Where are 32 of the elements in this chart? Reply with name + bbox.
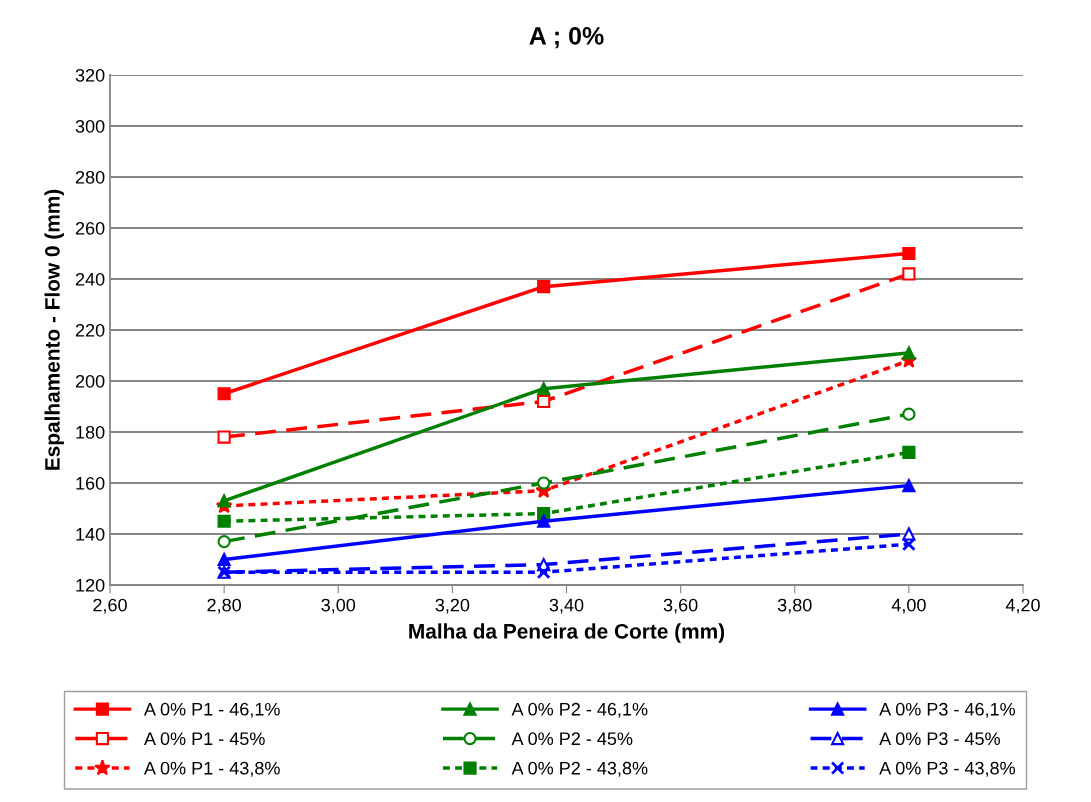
x-tick-label: 4,20: [1005, 598, 1040, 614]
y-tick-label: 240: [75, 272, 105, 286]
chart-title: A ; 0%: [529, 26, 604, 49]
legend-label: A 0% P1 - 45%: [143, 732, 265, 746]
x-tick-label: 3,00: [321, 598, 356, 614]
y-tick-label: 220: [75, 323, 105, 337]
x-tick-label: 3,40: [549, 598, 584, 614]
y-tick-label: 120: [76, 578, 105, 592]
x-tick-label: 4,00: [891, 598, 926, 614]
y-tick-label: 180: [76, 425, 105, 439]
y-tick-label: 200: [75, 374, 105, 388]
y-tick-label: 320: [75, 68, 105, 82]
x-tick-label: 3,80: [777, 598, 812, 614]
y-tick-label: 280: [75, 170, 105, 184]
legend-label: A 0% P1 - 46,1%: [143, 702, 280, 718]
y-axis-title: Espalhamento - Flow 0 (mm): [44, 189, 64, 470]
x-tick-label: 2,60: [93, 598, 127, 614]
x-tick-label: 3,60: [663, 598, 698, 614]
y-tick-label: 160: [76, 476, 105, 490]
y-tick-label: 140: [76, 527, 105, 541]
y-tick-label: 260: [75, 221, 105, 235]
legend-label: A 0% P3 - 46,1%: [879, 702, 1016, 718]
x-tick-label: 2,80: [207, 598, 241, 614]
y-tick-label: 300: [75, 119, 105, 133]
legend-label: A 0% P1 - 43,8%: [143, 761, 280, 777]
legend-label: A 0% P3 - 43,8%: [879, 761, 1016, 777]
x-tick-label: 3,20: [435, 598, 470, 614]
legend-label: A 0% P2 - 45%: [511, 732, 633, 746]
legend-label: A 0% P2 - 43,8%: [511, 761, 648, 777]
x-axis-title: Malha da Peneira de Corte (mm): [409, 623, 725, 643]
legend-label: A 0% P3 - 45%: [879, 732, 1000, 746]
legend-label: A 0% P2 - 46,1%: [511, 702, 648, 718]
